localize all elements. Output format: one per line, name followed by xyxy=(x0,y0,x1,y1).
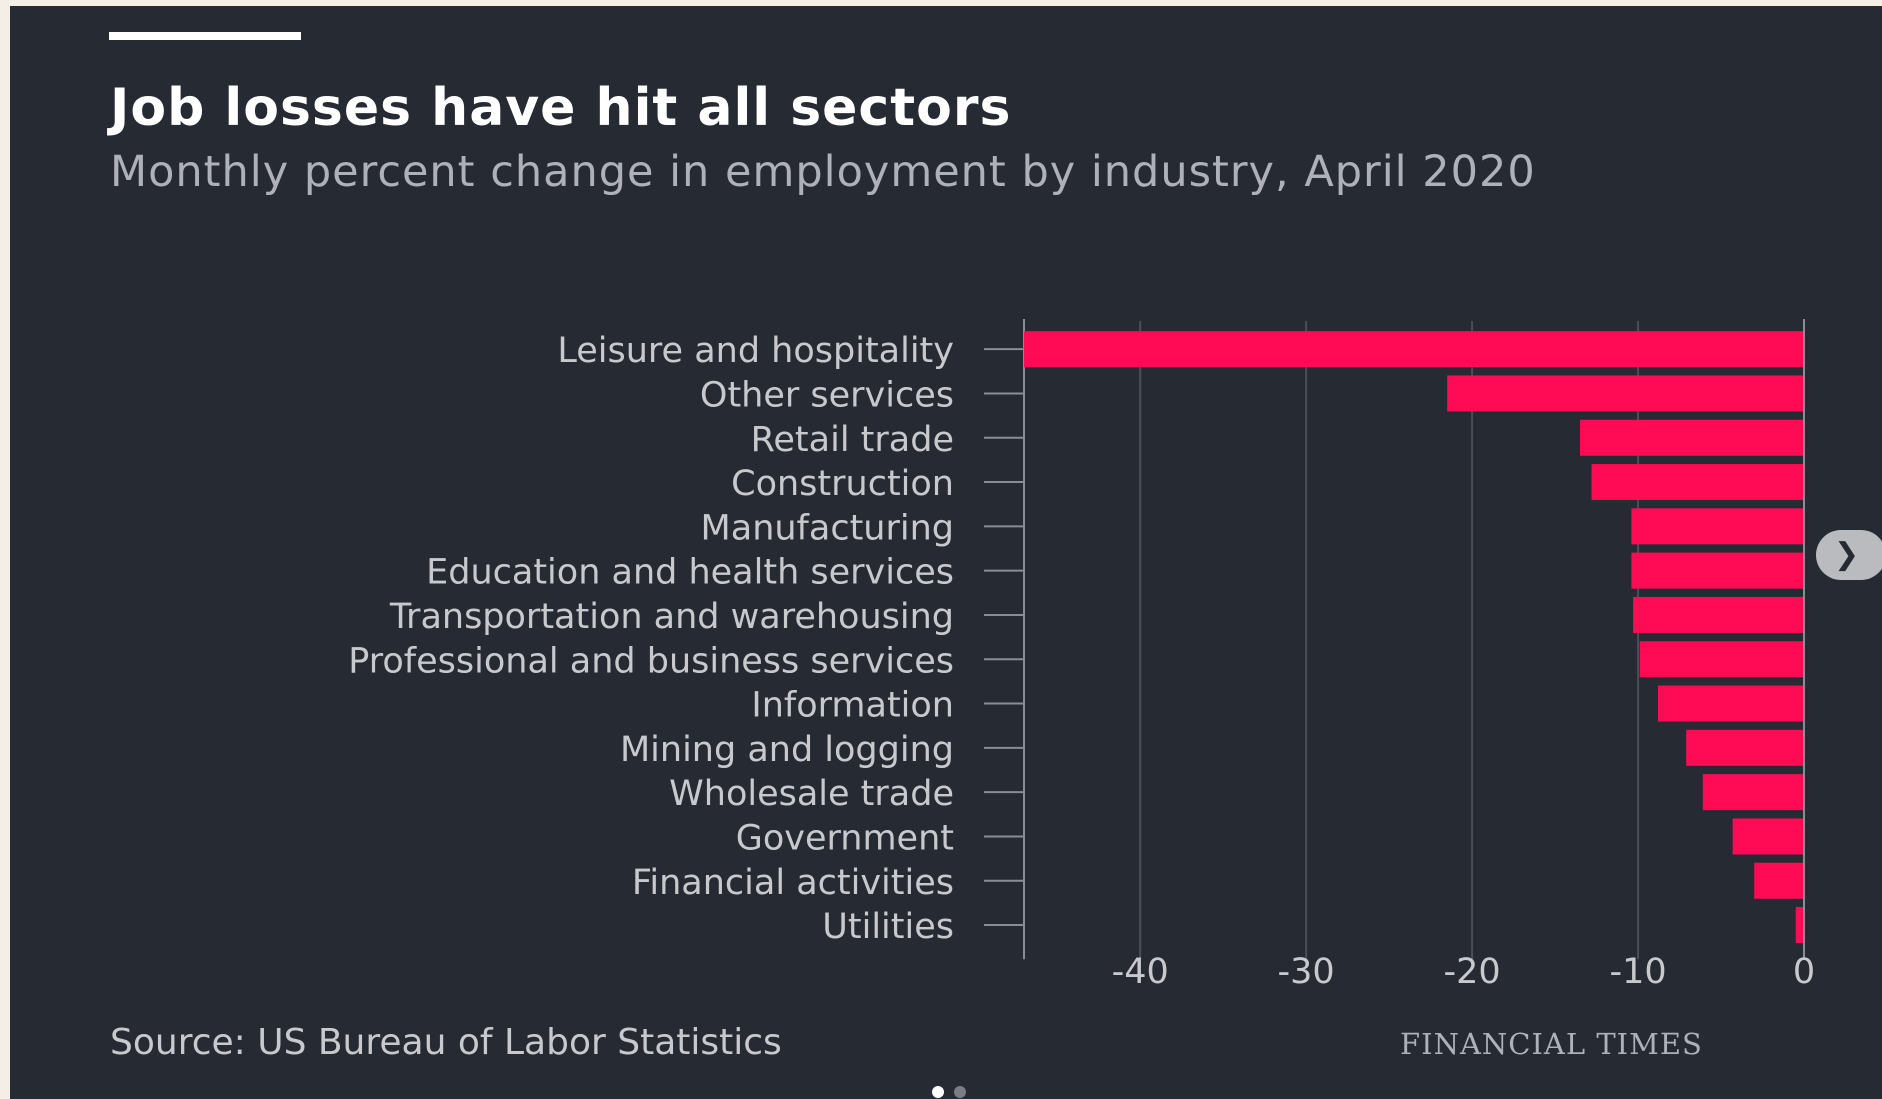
x-tick-label: -10 xyxy=(1609,952,1666,992)
bar xyxy=(1702,774,1804,811)
bar xyxy=(1639,641,1804,678)
bar xyxy=(1795,907,1804,944)
x-tick-label: -20 xyxy=(1443,952,1500,992)
x-tick-label: -40 xyxy=(1112,952,1169,992)
bar xyxy=(1631,508,1804,545)
chart-card xyxy=(10,6,1882,1099)
next-slide-button[interactable]: ❯ xyxy=(1816,530,1882,580)
category-label: Utilities xyxy=(822,907,954,947)
x-tick-label: -30 xyxy=(1278,952,1335,992)
chevron-right-icon: ❯ xyxy=(1834,537,1860,572)
bar xyxy=(1447,375,1804,412)
category-label: Education and health services xyxy=(426,553,954,593)
category-label: Professional and business services xyxy=(348,641,954,681)
category-label: Other services xyxy=(700,375,954,415)
x-tick-label: 0 xyxy=(1793,952,1815,992)
chart-title: Job losses have hit all sectors xyxy=(110,78,1012,138)
bar xyxy=(1754,862,1804,899)
bar xyxy=(1686,729,1804,766)
header-accent-bar xyxy=(109,32,301,40)
category-label: Manufacturing xyxy=(701,508,954,548)
category-label: Information xyxy=(751,686,954,726)
category-label: Transportation and warehousing xyxy=(389,597,954,637)
category-label: Leisure and hospitality xyxy=(557,331,954,371)
category-label: Retail trade xyxy=(751,420,954,460)
category-label: Government xyxy=(736,818,954,858)
bar xyxy=(1631,552,1804,589)
bar xyxy=(1633,596,1804,633)
bar xyxy=(1657,685,1804,722)
bar xyxy=(1024,331,1804,368)
bar xyxy=(1732,818,1804,855)
carousel-dots xyxy=(932,1086,966,1098)
publisher-logo: FINANCIAL TIMES xyxy=(1400,1027,1703,1061)
chart-subtitle: Monthly percent change in employment by … xyxy=(110,147,1536,197)
source-note: Source: US Bureau of Labor Statistics xyxy=(110,1022,782,1063)
category-label: Financial activities xyxy=(632,863,954,903)
carousel-dot[interactable] xyxy=(954,1086,966,1098)
bar xyxy=(1591,464,1804,501)
carousel-dot[interactable] xyxy=(932,1086,944,1098)
category-label: Construction xyxy=(731,464,954,504)
category-label: Wholesale trade xyxy=(669,774,954,814)
bar xyxy=(1579,419,1804,456)
category-label: Mining and logging xyxy=(620,730,954,770)
